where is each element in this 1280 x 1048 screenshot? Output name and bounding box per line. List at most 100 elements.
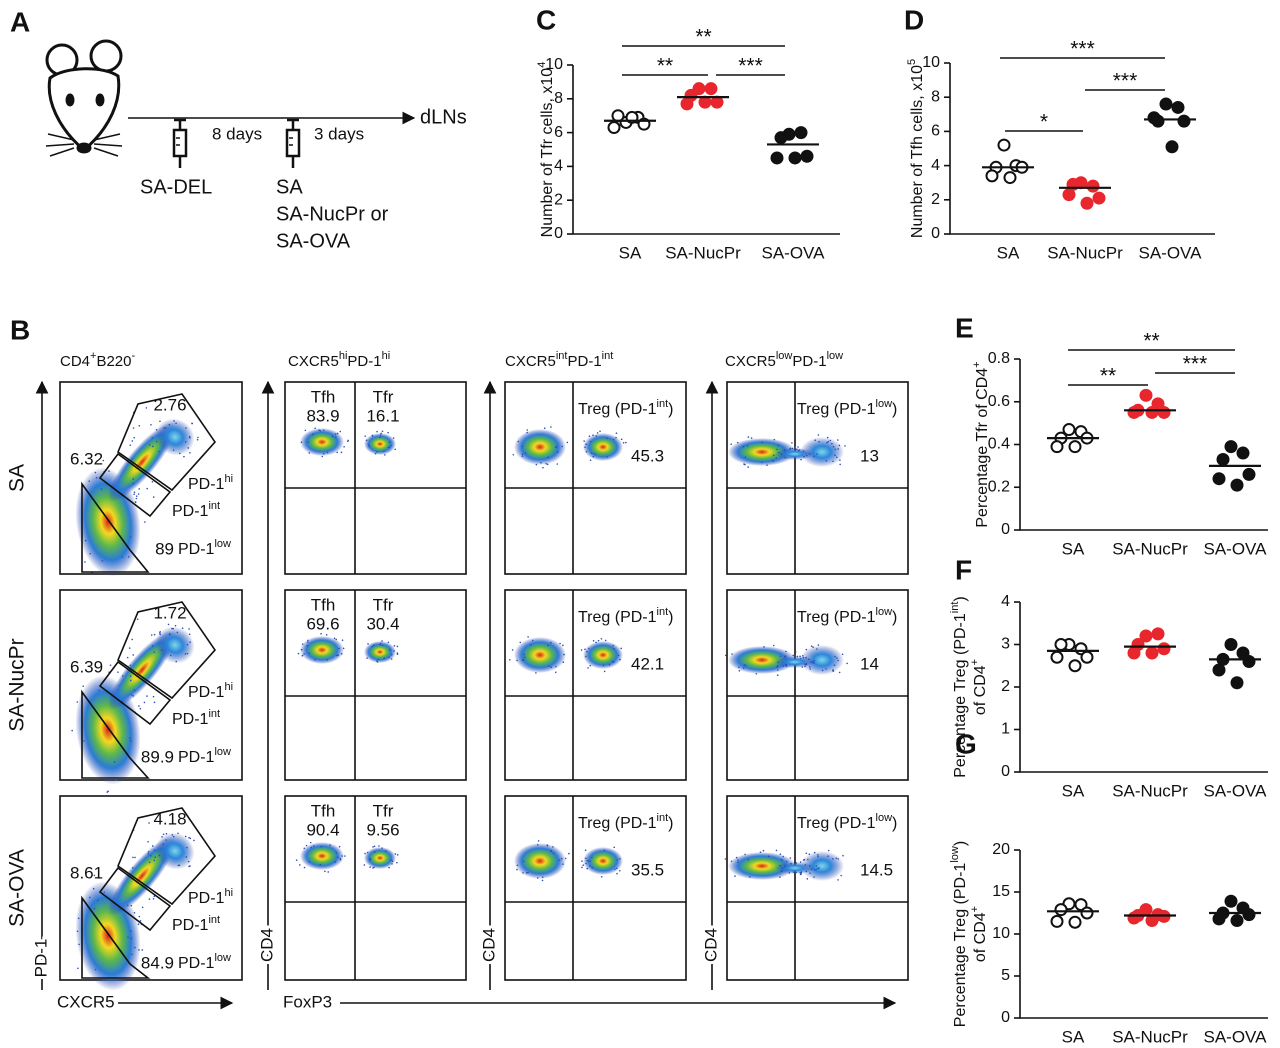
event-dot <box>780 870 783 872</box>
event-dot <box>131 457 134 460</box>
event-dot <box>153 859 156 862</box>
event-dot <box>130 739 132 742</box>
gate-value: 90.4 <box>306 820 339 839</box>
event-dot <box>171 627 173 630</box>
y-tick-label: 10 <box>992 925 1010 942</box>
event-dot <box>814 439 817 442</box>
event-dot <box>775 849 778 852</box>
event-dot <box>184 441 187 443</box>
event-dot <box>364 435 367 437</box>
event-dot <box>545 462 547 465</box>
event-dot <box>615 867 618 870</box>
data-point <box>1151 627 1165 641</box>
gate-value: 14 <box>860 654 879 673</box>
event-dot <box>550 426 552 428</box>
plot-frame <box>726 589 909 781</box>
significance-label: ** <box>1100 365 1116 388</box>
gate-label-part: Treg (PD-1 <box>797 815 876 832</box>
event-dot <box>556 463 559 465</box>
data-point <box>1050 914 1064 928</box>
syringe-icon <box>172 118 301 168</box>
gate-value: 84.9 <box>141 953 174 972</box>
gate-label-part: int <box>208 914 220 926</box>
event-dot <box>129 737 131 739</box>
event-dot <box>152 695 155 698</box>
quadrant-lines <box>727 590 908 780</box>
event-dot <box>832 445 835 448</box>
x-tick-label: SA <box>1062 539 1085 558</box>
event-dot <box>546 463 549 466</box>
event-dot <box>603 670 606 673</box>
event-dot <box>139 919 142 922</box>
event-dot <box>138 949 140 951</box>
gate-value: 35.5 <box>631 860 664 879</box>
event-dot <box>129 675 132 677</box>
gate-value: 45.3 <box>631 446 664 465</box>
column-title-part: B220 <box>96 353 131 370</box>
density-cloud <box>514 429 566 465</box>
event-dot <box>152 496 155 498</box>
event-dot <box>347 439 350 442</box>
event-dot <box>336 432 339 435</box>
plot-frame <box>59 795 243 981</box>
event-dot <box>788 872 791 874</box>
event-dot <box>334 436 337 438</box>
event-dot <box>825 459 828 462</box>
gate-value: 30.4 <box>366 614 399 633</box>
event-dot <box>175 660 178 663</box>
event-dot <box>155 440 158 443</box>
gate-label-part: hi <box>224 681 233 693</box>
event-dot <box>614 868 616 871</box>
event-dot <box>586 650 588 653</box>
event-dot <box>730 860 733 863</box>
plot-frame <box>59 589 243 781</box>
gate-label-part: low <box>214 538 231 550</box>
data-point <box>1054 638 1068 651</box>
event-dot <box>376 430 378 433</box>
event-dot <box>556 451 559 453</box>
y-axis-label: Percentage Tfr of CD4+ <box>971 361 991 527</box>
event-dot <box>744 853 746 856</box>
data-point <box>1216 452 1230 466</box>
event-dot <box>310 846 313 849</box>
column-title-part: CXCR5 <box>288 353 339 370</box>
event-dot <box>158 632 161 634</box>
density-cloud <box>364 847 396 869</box>
event-dot <box>780 858 783 861</box>
event-dot <box>132 482 134 485</box>
event-dot <box>821 669 824 672</box>
event-dot <box>743 664 746 666</box>
y-axis-label-part: Percentage Tfr of CD4 <box>974 368 991 528</box>
event-dot <box>131 694 133 696</box>
data-point <box>1145 914 1159 928</box>
event-dot <box>561 445 563 448</box>
data-point <box>1224 440 1238 454</box>
event-dot <box>184 835 187 838</box>
event-dot <box>622 442 625 444</box>
event-dot <box>83 740 85 742</box>
event-dot <box>196 438 199 441</box>
event-dot <box>516 864 519 867</box>
gate-label-part: Treg (PD-1 <box>578 401 657 418</box>
column-title-part: int <box>602 350 614 362</box>
y-tick-label: 0.2 <box>988 478 1010 495</box>
event-dot <box>326 451 329 454</box>
event-dot <box>737 859 739 861</box>
event-dot <box>121 556 124 558</box>
gate <box>117 807 217 906</box>
gate-label-part: int <box>208 500 220 512</box>
event-dot <box>165 832 168 835</box>
event-dot <box>335 852 338 854</box>
significance-label: ** <box>695 26 711 49</box>
y-tick-label: 8 <box>554 90 563 107</box>
event-dot <box>818 867 820 869</box>
event-dot <box>542 466 544 469</box>
event-dot <box>763 646 765 648</box>
density-cloud <box>514 637 566 673</box>
event-dot <box>738 670 741 672</box>
event-dot <box>527 871 529 874</box>
event-dot <box>383 657 385 660</box>
event-dot <box>133 436 135 439</box>
event-dot <box>309 841 312 844</box>
y-axis-label-part: + <box>969 906 981 912</box>
